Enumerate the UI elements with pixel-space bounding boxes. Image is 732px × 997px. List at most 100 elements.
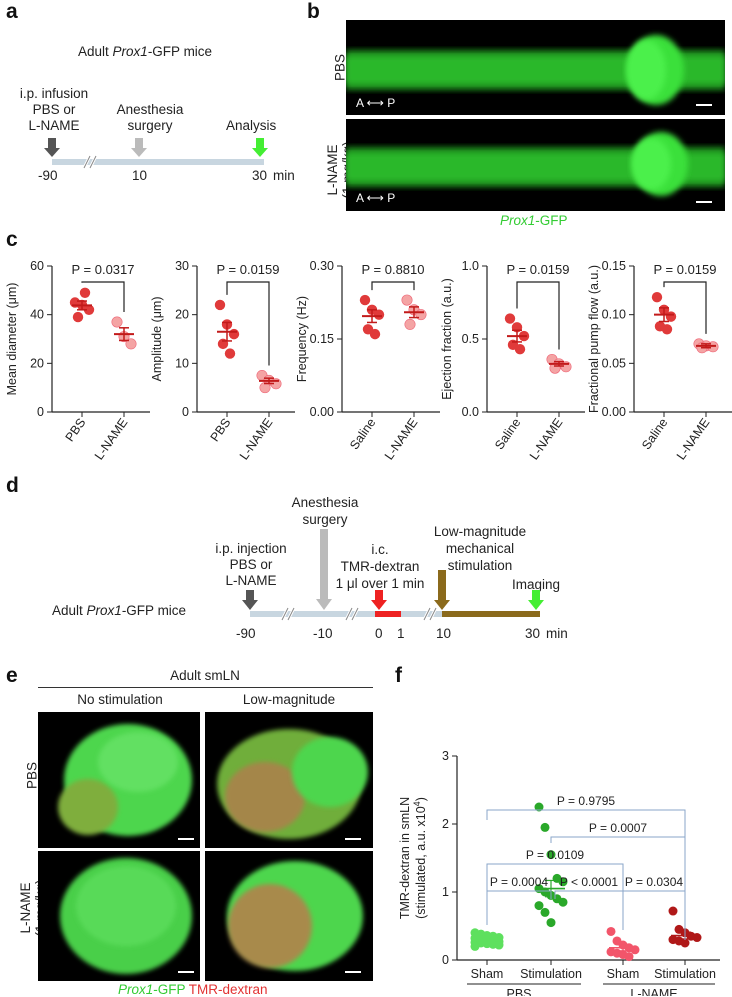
y-tick-label: 0.00 <box>602 405 626 419</box>
data-point <box>494 940 504 950</box>
x-tick-label: L-NAME <box>237 416 276 463</box>
data-point <box>534 802 544 812</box>
x-tick-label: L-NAME <box>382 416 421 463</box>
panel-d-tick-2: -10 <box>313 626 333 641</box>
arrow-analysis-icon <box>252 138 268 157</box>
panel-label-a: a <box>6 0 18 23</box>
panel-a-unit: min <box>273 168 295 183</box>
y-tick-label: 0.30 <box>310 259 334 273</box>
p-value: P = 0.0317 <box>71 262 134 277</box>
panel-e-header-line <box>38 687 373 688</box>
y-tick-label: 60 <box>30 259 44 273</box>
data-point <box>680 938 690 948</box>
data-point <box>514 344 526 355</box>
arrow-anesthesia-icon <box>131 138 147 157</box>
p-value: P = 0.0007 <box>589 821 647 835</box>
panel-label-d: d <box>6 474 19 497</box>
data-point <box>401 294 413 306</box>
chart-tmr-dextran: 0 1 2 3 TMR-dextran in smLN (stimulated, a.u.… <box>398 749 720 996</box>
arrow-stimulation-icon <box>434 570 450 610</box>
data-point <box>665 311 677 322</box>
data-point <box>606 926 616 936</box>
y-tick-label: 30 <box>175 259 189 273</box>
panel-a-title: Adult Prox1-GFP mice <box>78 44 213 59</box>
scale-bar-2 <box>696 201 712 203</box>
y-tick-label: 3 <box>442 749 449 763</box>
y-axis-label: Fractional pump flow (a.u.) <box>587 265 601 413</box>
data-point <box>214 299 226 311</box>
x-tick-label: Saline <box>492 416 523 453</box>
p-value: P = 0.0159 <box>506 262 569 277</box>
image-pbs-nostim <box>38 712 200 848</box>
panel-a-tick-30: 30 <box>252 168 268 183</box>
x-tick-label: PBS <box>63 416 89 445</box>
comparison-bracket <box>550 836 686 940</box>
significance-bracket <box>226 281 270 366</box>
chart-amplitude: 0 10 20 30 Amplitude (μm) PBS L-NAME P = 0.0159 <box>150 259 295 463</box>
panel-d-ev3-label: i.c. TMR-dextran 1 μl over 1 min <box>335 542 425 591</box>
stimulation-window <box>442 611 540 617</box>
p-value: P = 0.0159 <box>653 262 716 277</box>
data-point <box>470 941 480 951</box>
data-point <box>369 328 381 340</box>
data-point <box>404 318 416 330</box>
comparison-bracket <box>622 890 686 930</box>
timeline-bar <box>52 159 264 165</box>
group-label: L-NAME <box>630 987 677 996</box>
y-tick-label: 20 <box>30 356 44 370</box>
image-pbs-stim <box>205 712 373 848</box>
y-tick-label: 40 <box>30 308 44 322</box>
scale-bar <box>696 104 712 106</box>
p-value: P = 0.0004 <box>490 875 548 889</box>
significance-bracket <box>371 281 415 291</box>
y-tick-label: 0 <box>442 953 449 967</box>
data-point <box>546 850 556 860</box>
data-point <box>651 291 663 303</box>
y-axis-label: TMR-dextran in smLN (stimulated, a.u. x10… <box>398 797 428 919</box>
y-axis-label: Amplitude (μm) <box>150 297 164 382</box>
x-tick-label: PBS <box>208 416 234 445</box>
axis-ap-2: A ⟷ P <box>356 191 396 205</box>
y-tick-label: 0.5 <box>462 332 479 346</box>
panel-d-ev5-label: Imaging <box>512 577 561 592</box>
data-point <box>540 907 550 917</box>
arrow-imaging-icon <box>528 590 544 610</box>
data-point <box>558 897 568 907</box>
significance-bracket <box>81 281 125 312</box>
y-tick-label: 0 <box>182 405 189 419</box>
panel-b-caption: Prox1-GFP <box>500 213 568 228</box>
panel-label-f: f <box>395 664 402 687</box>
panel-a-anesthesia-label: Anesthesia surgery <box>116 102 184 133</box>
data-point <box>79 287 91 298</box>
data-point <box>72 311 84 323</box>
panel-d-tick-1: -90 <box>236 626 256 641</box>
arrow-anesthesia-icon-d <box>316 529 332 610</box>
y-axis-label: Frequency (Hz) <box>295 296 309 382</box>
data-point <box>259 382 271 394</box>
y-tick-label: 0.0 <box>462 405 479 419</box>
data-point <box>668 906 678 916</box>
significance-bracket <box>663 281 707 334</box>
y-tick-label: 0.10 <box>602 308 626 322</box>
data-point <box>125 338 137 350</box>
p-value: P < 0.0001 <box>560 875 618 889</box>
data-point <box>558 877 568 887</box>
p-value: P = 0.0159 <box>216 262 279 277</box>
panel-e-col1: No stimulation <box>77 692 163 707</box>
p-value: P = 0.8810 <box>361 262 424 277</box>
y-tick-label: 10 <box>175 356 189 370</box>
data-point <box>661 324 673 335</box>
panel-d-timeline <box>242 529 544 621</box>
panel-label-b: b <box>307 0 320 23</box>
y-axis-label: Ejection fraction (a.u.) <box>440 278 454 400</box>
p-value: P = 0.0304 <box>625 875 683 889</box>
micrograph-pbs: A ⟷ P <box>346 20 725 115</box>
data-point <box>111 316 123 328</box>
panel-d-tick-4: 1 <box>397 626 405 641</box>
panel-d-ev2-label: Anesthesia surgery <box>291 495 359 527</box>
y-tick-label: 0.15 <box>310 332 334 346</box>
data-point <box>540 822 550 832</box>
y-tick-label: 1 <box>442 885 449 899</box>
y-tick-label: 0.15 <box>602 259 626 273</box>
